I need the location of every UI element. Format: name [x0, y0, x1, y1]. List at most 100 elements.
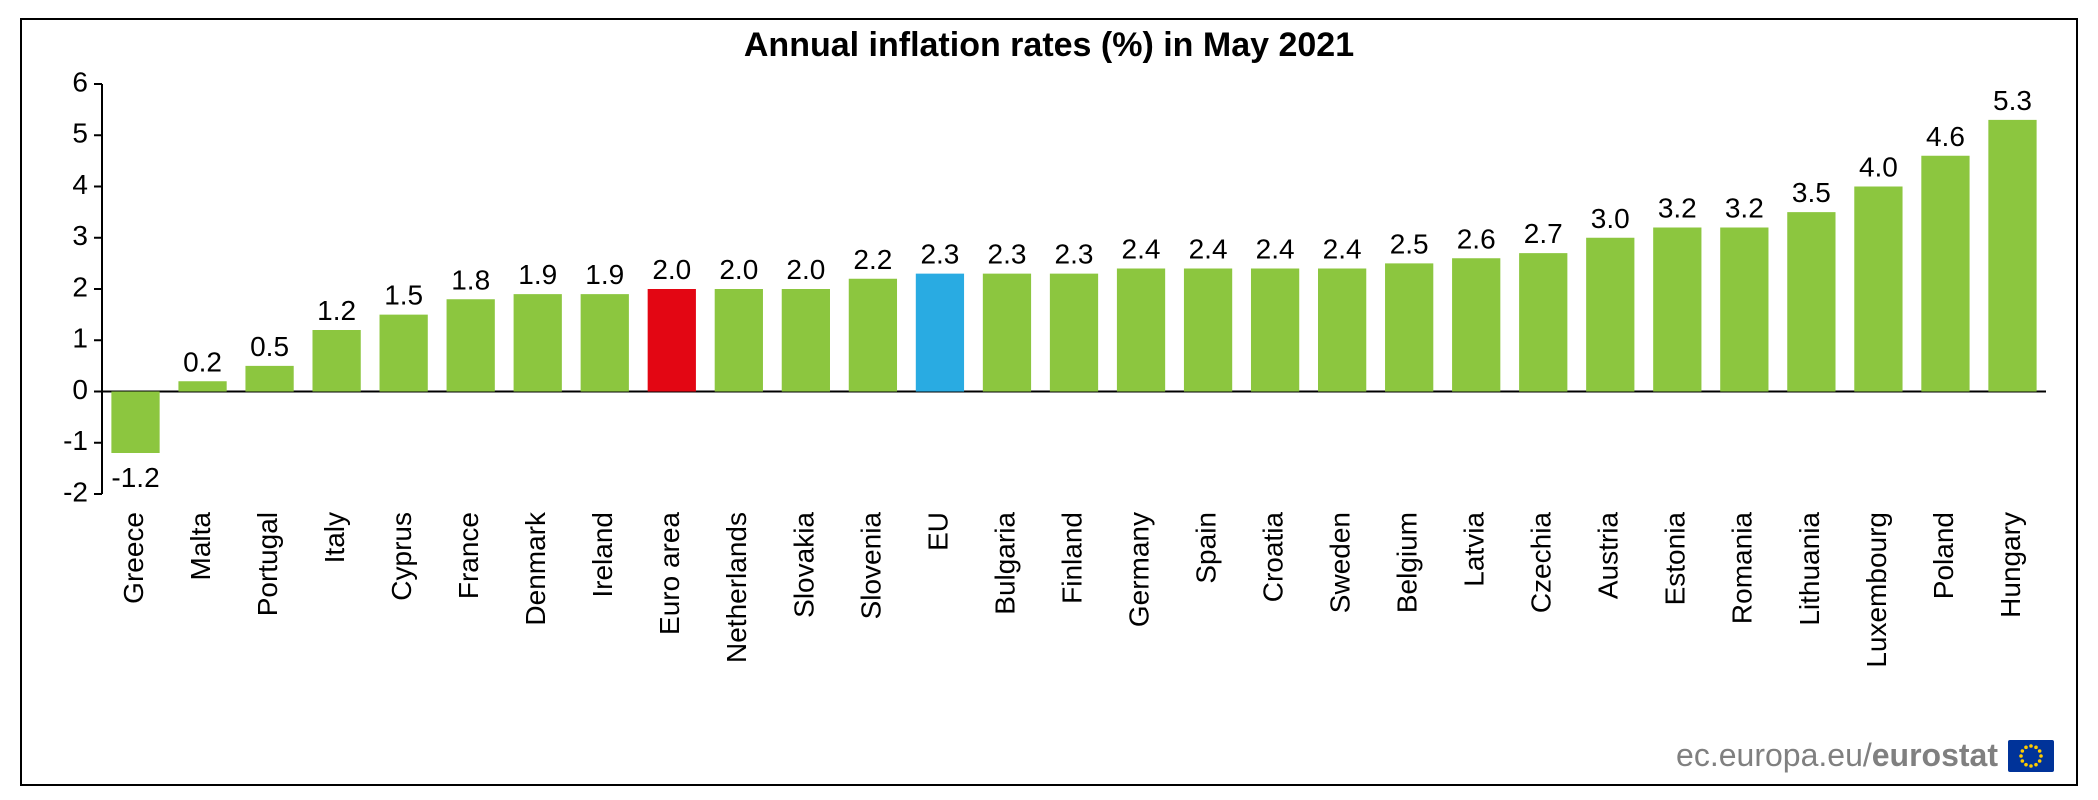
- bar-value-label: 2.7: [1524, 218, 1563, 249]
- bar: [1184, 269, 1232, 392]
- bar-value-label: 2.5: [1390, 228, 1429, 259]
- bar: [1318, 269, 1366, 392]
- bar-value-label: 4.0: [1859, 152, 1898, 183]
- bar: [1117, 269, 1165, 392]
- source-url-light: ec.europa.eu/: [1676, 737, 1872, 773]
- y-tick-label: 0: [72, 374, 88, 405]
- x-category-label: EU: [922, 512, 953, 551]
- bar-value-label: 0.2: [183, 346, 222, 377]
- bar: [1921, 156, 1969, 392]
- bar: [1988, 120, 2036, 392]
- x-category-label: Slovakia: [788, 512, 819, 618]
- bar: [1787, 212, 1835, 391]
- bar: [1720, 228, 1768, 392]
- y-tick-label: 5: [72, 118, 88, 149]
- x-category-label: Luxembourg: [1861, 512, 1892, 668]
- x-category-label: Romania: [1727, 512, 1758, 624]
- bar-value-label: 3.5: [1792, 177, 1831, 208]
- x-category-label: Belgium: [1392, 512, 1423, 613]
- chart-svg: -2-10123456-1.2Greece0.2Malta0.5Portugal…: [22, 20, 2076, 784]
- bar-value-label: 1.2: [317, 295, 356, 326]
- bar-value-label: 1.9: [585, 259, 624, 290]
- x-category-label: Finland: [1056, 512, 1087, 604]
- x-category-label: Greece: [118, 512, 149, 604]
- bar: [380, 315, 428, 392]
- bar-value-label: 2.4: [1122, 234, 1161, 265]
- bar-value-label: 2.4: [1323, 234, 1362, 265]
- y-tick-label: -1: [63, 425, 88, 456]
- bar: [1854, 187, 1902, 392]
- x-category-label: Lithuania: [1794, 512, 1825, 626]
- bar-value-label: 2.0: [652, 254, 691, 285]
- bar: [447, 299, 495, 391]
- x-category-label: France: [453, 512, 484, 599]
- x-category-label: Malta: [185, 512, 216, 581]
- x-category-label: Portugal: [252, 512, 283, 616]
- bar-value-label: 5.3: [1993, 85, 2032, 116]
- x-category-label: Ireland: [587, 512, 618, 598]
- x-category-label: Euro area: [654, 512, 685, 635]
- source-footer: ec.europa.eu/eurostat: [1676, 737, 2054, 774]
- eu-flag-icon: [2008, 740, 2054, 772]
- bar-value-label: 2.4: [1256, 234, 1295, 265]
- bar-value-label: 2.3: [920, 239, 959, 270]
- bar-value-label: 3.2: [1725, 193, 1764, 224]
- bar: [178, 381, 226, 391]
- bar-value-label: 1.5: [384, 280, 423, 311]
- bar: [1653, 228, 1701, 392]
- x-category-label: Estonia: [1660, 512, 1691, 606]
- bar: [1385, 263, 1433, 391]
- y-tick-label: 4: [72, 169, 88, 200]
- bar: [312, 330, 360, 392]
- x-category-label: Spain: [1190, 512, 1221, 584]
- x-category-label: Sweden: [1325, 512, 1356, 613]
- bar-value-label: 3.0: [1591, 203, 1630, 234]
- chart-container: Annual inflation rates (%) in May 2021 -…: [20, 18, 2078, 786]
- bar: [111, 392, 159, 454]
- bar: [245, 366, 293, 392]
- bar-value-label: 2.0: [719, 254, 758, 285]
- bar: [715, 289, 763, 392]
- bar-value-label: 2.2: [853, 244, 892, 275]
- bar-value-label: 2.6: [1457, 223, 1496, 254]
- x-category-label: Italy: [319, 512, 350, 563]
- bar-value-label: 4.6: [1926, 121, 1965, 152]
- x-category-label: Slovenia: [855, 512, 886, 620]
- x-category-label: Denmark: [520, 511, 551, 626]
- x-category-label: Bulgaria: [989, 512, 1020, 615]
- x-category-label: Latvia: [1459, 512, 1490, 587]
- bar-value-label: 1.9: [518, 259, 557, 290]
- bar-value-label: 2.4: [1189, 234, 1228, 265]
- y-tick-label: 3: [72, 220, 88, 251]
- y-tick-label: 2: [72, 271, 88, 302]
- bar: [916, 274, 964, 392]
- bar-value-label: 1.8: [451, 264, 490, 295]
- bar: [648, 289, 696, 392]
- x-category-label: Netherlands: [721, 512, 752, 663]
- bar-value-label: 2.3: [1055, 239, 1094, 270]
- bar: [1519, 253, 1567, 391]
- bar-value-label: 0.5: [250, 331, 289, 362]
- bar: [782, 289, 830, 392]
- bar: [1452, 258, 1500, 391]
- x-category-label: Austria: [1593, 512, 1624, 600]
- x-category-label: Cyprus: [386, 512, 417, 601]
- x-category-label: Czechia: [1526, 512, 1557, 614]
- bar: [581, 294, 629, 391]
- bar-value-label: 3.2: [1658, 193, 1697, 224]
- x-category-label: Germany: [1123, 512, 1154, 627]
- x-category-label: Hungary: [1995, 512, 2026, 618]
- source-url: ec.europa.eu/eurostat: [1676, 737, 1998, 774]
- bar: [983, 274, 1031, 392]
- y-tick-label: 1: [72, 323, 88, 354]
- bar-value-label: -1.2: [111, 462, 159, 493]
- x-category-label: Croatia: [1257, 512, 1288, 603]
- bar-value-label: 2.3: [988, 239, 1027, 270]
- x-category-label: Poland: [1928, 512, 1959, 599]
- y-tick-label: 6: [72, 66, 88, 97]
- bar: [1050, 274, 1098, 392]
- bar: [1251, 269, 1299, 392]
- bar: [849, 279, 897, 392]
- source-url-bold: eurostat: [1872, 737, 1998, 773]
- bar: [1586, 238, 1634, 392]
